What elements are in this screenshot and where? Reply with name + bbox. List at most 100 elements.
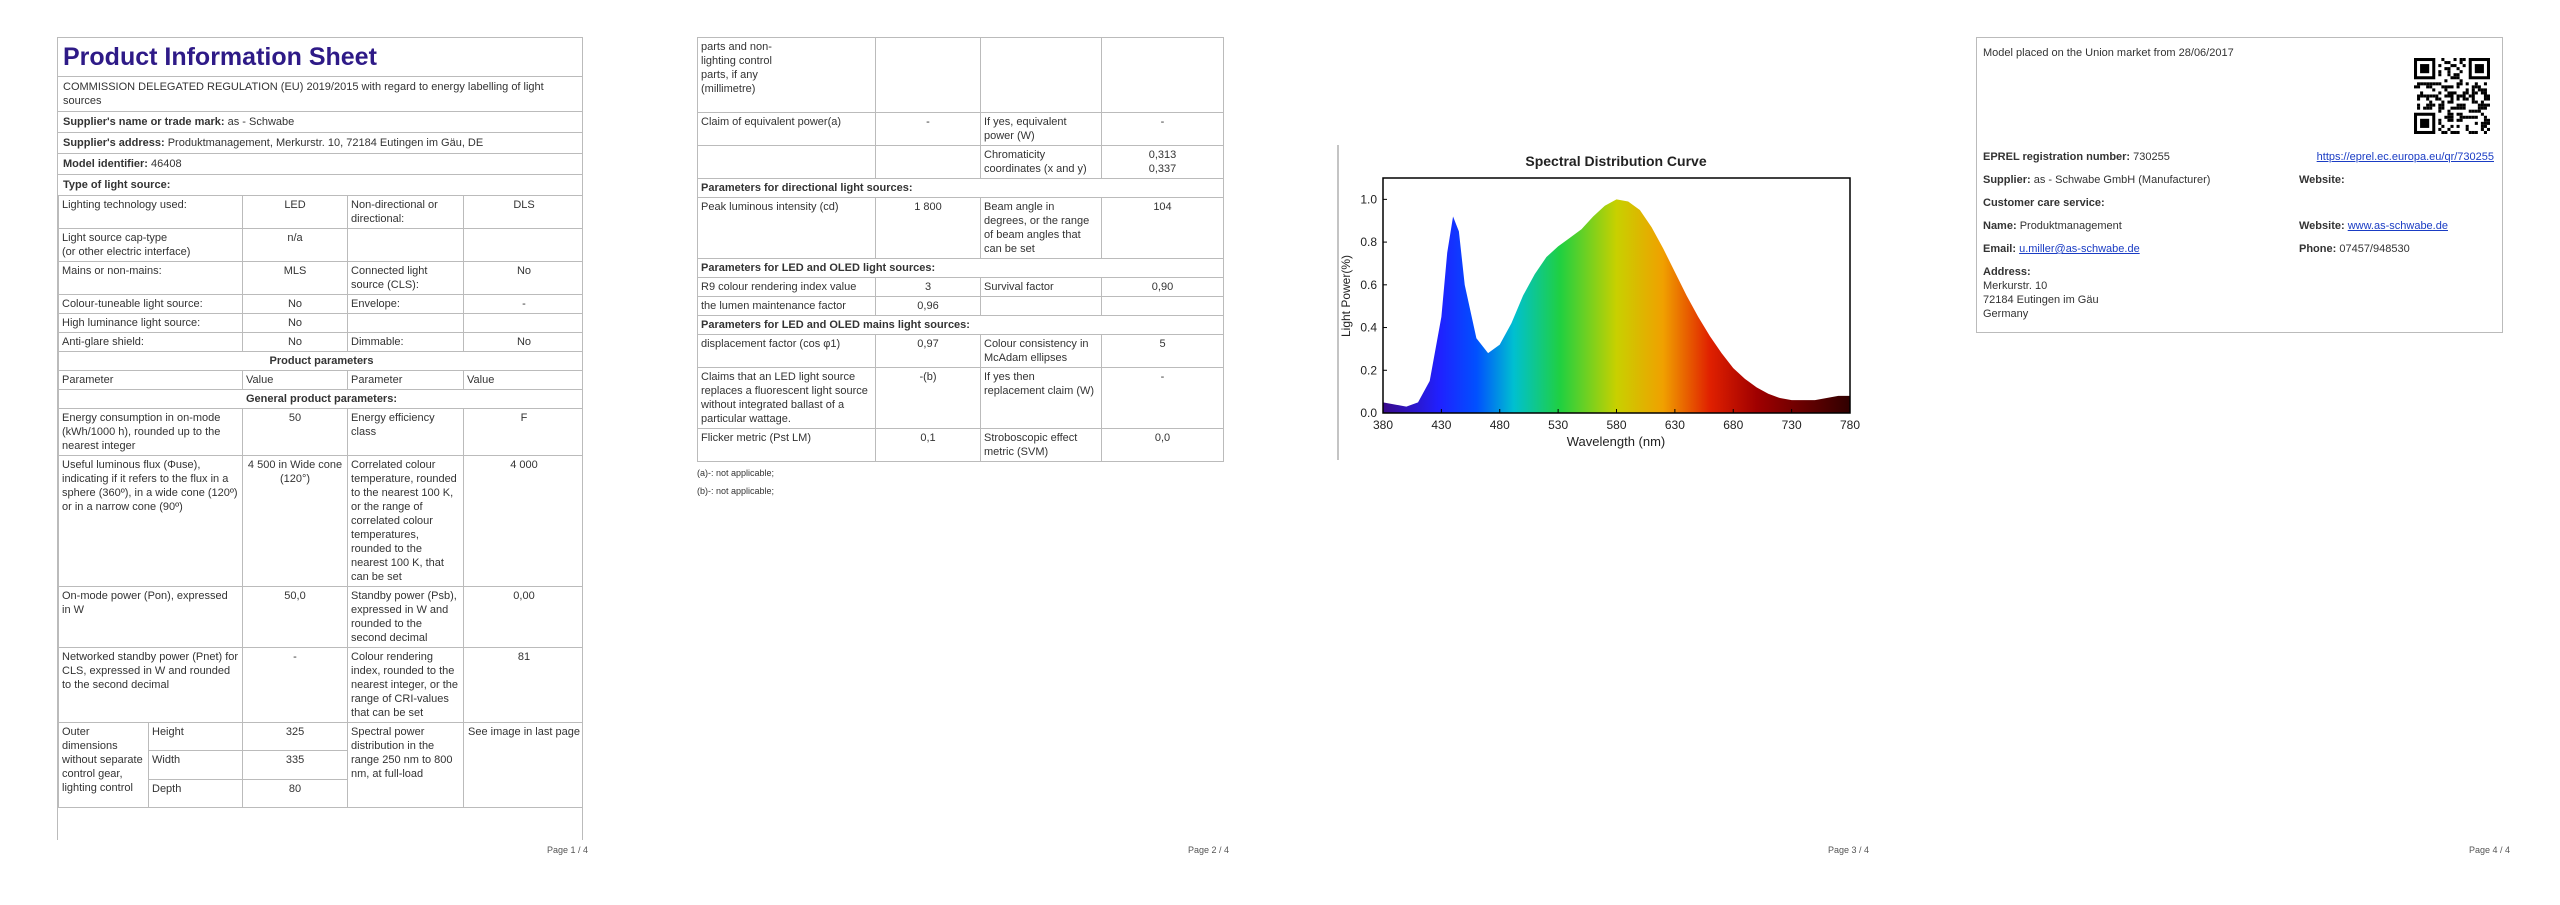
cell: Chromaticity coordinates (x and y) [980, 145, 1102, 179]
cell: Mains or non-mains: [58, 261, 244, 295]
cell: Height [147, 721, 244, 752]
cell: Useful luminous flux (Φuse), indicating … [58, 455, 244, 587]
row: Peak luminous intensity (cd) 1 800 Beam an… [697, 197, 1224, 259]
qr-module [2459, 82, 2463, 86]
qr-module [2474, 91, 2478, 95]
qr-module [2462, 91, 2466, 95]
cell: Anti-glare shield: [58, 332, 244, 352]
x-tick-label: 530 [1548, 418, 1568, 432]
qr-module [2480, 106, 2484, 110]
x-tick-label: 580 [1606, 418, 1626, 432]
row: Lighting technology used: LED Non-directio… [58, 195, 582, 229]
qr-module [2474, 85, 2478, 89]
text: Supplier: as - Schwabe GmbH (Manufacture… [1983, 173, 2498, 187]
qr-module [2444, 67, 2448, 71]
page-footer: Page 4 / 4 [2469, 845, 2511, 855]
qr-module [2471, 130, 2475, 134]
row: Parameter Value Parameter Value [58, 370, 582, 390]
qr-module [2483, 94, 2487, 98]
row: Product parameters [58, 351, 582, 371]
cell: 0,0 [1101, 428, 1224, 462]
qr-module [2438, 73, 2442, 77]
cell: Claims that an LED light source replaces… [697, 367, 876, 429]
qr-module [2459, 112, 2463, 116]
qr-module [2444, 94, 2448, 98]
cell: 0,96 [875, 296, 981, 316]
qr-module [2453, 76, 2457, 80]
link[interactable]: https://eprel.ec.europa.eu/qr/730255 [2316, 151, 2494, 163]
page-footer: Page 1 / 4 [547, 845, 589, 855]
cell: DLS [463, 195, 582, 229]
cell: Stroboscopic effect metric (SVM) [980, 428, 1102, 462]
text: Supplier's address: Produktmanagement, M… [58, 133, 582, 154]
cell [347, 228, 465, 262]
qr-module [2471, 109, 2475, 113]
qr-module [2465, 127, 2469, 131]
row: General product parameters: [58, 389, 582, 409]
text: 72184 Eutingen im Gäu [1983, 294, 2099, 306]
qr-module [2477, 85, 2481, 89]
cell: - [242, 647, 349, 723]
cell: - [463, 294, 582, 314]
qr-module [2450, 130, 2454, 134]
qr-module [2447, 100, 2451, 104]
qr-module [2453, 91, 2457, 95]
link[interactable]: u.miller@as-schwabe.de [2019, 243, 2140, 255]
qr-module [2483, 88, 2487, 92]
qr-module [2453, 64, 2457, 68]
y-tick-label: 0.0 [1360, 406, 1377, 420]
page-footer: Page 3 / 4 [1828, 845, 1870, 855]
qr-module [2447, 73, 2451, 77]
qr-module [2441, 85, 2445, 89]
qr-module [2447, 85, 2451, 89]
qr-module [2426, 94, 2430, 98]
text: 730255 [2133, 151, 2170, 163]
cell [697, 145, 876, 179]
cell: 0,90 [1101, 277, 1224, 297]
cell [463, 228, 582, 262]
cell: 335 [242, 750, 349, 780]
qr-module [2459, 58, 2463, 62]
qr-module [2423, 94, 2427, 98]
qr-module [2465, 91, 2469, 95]
qr-module [2483, 91, 2487, 95]
qr-module [2462, 97, 2466, 101]
cell: Claim of equivalent power(a) [697, 112, 876, 146]
qr-module [2456, 85, 2460, 89]
qr-module [2438, 118, 2442, 122]
qr-module [2426, 85, 2430, 89]
qr-module [2417, 94, 2421, 98]
cell: 3 [875, 277, 981, 297]
row: Parameters for directional light sources… [697, 178, 1224, 198]
cell: Flicker metric (Pst LM) [697, 428, 876, 462]
qr-module [2438, 70, 2442, 74]
y-tick-label: 1.0 [1360, 192, 1377, 206]
qr-module [2447, 91, 2451, 95]
qr-module [2456, 97, 2460, 101]
qr-module [2447, 94, 2451, 98]
qr-module [2435, 97, 2439, 101]
link[interactable]: www.as-schwabe.de [2347, 220, 2448, 232]
cell: No [463, 261, 582, 295]
cell: On-mode power (Pon), expressed in W [58, 586, 244, 648]
qr-module [2435, 94, 2439, 98]
qr-module [2417, 106, 2421, 110]
text: EPREL registration number: 730255 [1983, 150, 2170, 164]
qr-module [2432, 94, 2436, 98]
qr-module [2462, 58, 2466, 62]
x-tick-label: 380 [1373, 418, 1393, 432]
qr-module [2471, 100, 2475, 104]
row: High luminance light source: No [58, 313, 582, 333]
text: Supplier's name or trade mark: [63, 116, 225, 128]
cell: 50 [242, 408, 349, 456]
cell: Width [147, 750, 244, 780]
qr-module [2444, 88, 2448, 92]
spectrum-chart: Spectral Distribution Curve Wavelength (… [1337, 145, 1860, 460]
qr-module [2471, 115, 2475, 119]
qr-module [2480, 88, 2484, 92]
cell [980, 296, 1102, 316]
qr-module [2468, 94, 2472, 98]
row: On-mode power (Pon), expressed in W 50,0 S… [58, 586, 582, 648]
qr-module [2480, 91, 2484, 95]
cell: 1 800 [875, 197, 981, 259]
